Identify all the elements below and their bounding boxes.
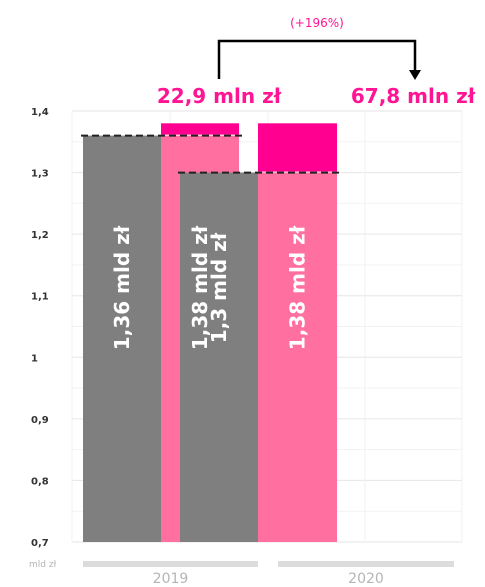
bar — [83, 135, 161, 542]
increment-value-label: 67,8 mln zł — [351, 84, 476, 108]
bar — [180, 172, 258, 543]
y-tick-label: 1,4 — [31, 107, 49, 118]
annotation-percent: (+196%) — [290, 16, 344, 30]
bar-value-label: 1,3 mld zł — [207, 232, 231, 343]
x-axis: 2019 2020 — [83, 561, 454, 587]
bar-value-label: 1,36 mld zł — [110, 225, 134, 350]
bar-base — [258, 172, 337, 543]
unit-label: mld zł — [29, 560, 57, 570]
bar-increment — [161, 123, 239, 135]
x-axis-group-bar — [278, 561, 454, 567]
bar-value-label: 1,38 mld zł — [286, 225, 310, 350]
bar-increment — [258, 123, 337, 172]
bars — [81, 123, 341, 543]
y-axis: 0,7 0,8 0,9 1 1,1 1,2 1,3 1,4 mld zł — [29, 107, 57, 570]
y-tick-label: 1,1 — [31, 292, 49, 303]
bar-value-label: 1,38 mld zł — [188, 225, 212, 350]
y-tick-label: 1,2 — [31, 230, 49, 241]
growth-annotation: (+196%) 22,9 mln zł 67,8 mln zł — [157, 16, 476, 108]
y-tick-label: 0,8 — [31, 476, 49, 487]
x-axis-group-bar — [83, 561, 258, 567]
y-tick-label: 0,7 — [31, 538, 49, 549]
x-tick-label: 2019 — [153, 571, 189, 587]
y-tick-label: 0,9 — [31, 415, 49, 426]
x-tick-label: 2020 — [348, 571, 384, 587]
annotation-bracket — [217, 39, 417, 79]
bar-labels: 1,36 mld zł 1,38 mld zł1,3 mld zł 1,38 mld… — [110, 225, 310, 350]
y-tick-label: 1,3 — [31, 169, 49, 180]
increment-value-label: 22,9 mln zł — [157, 84, 282, 108]
y-tick-label: 1 — [31, 353, 38, 364]
annotation-arrow-head — [409, 70, 421, 80]
